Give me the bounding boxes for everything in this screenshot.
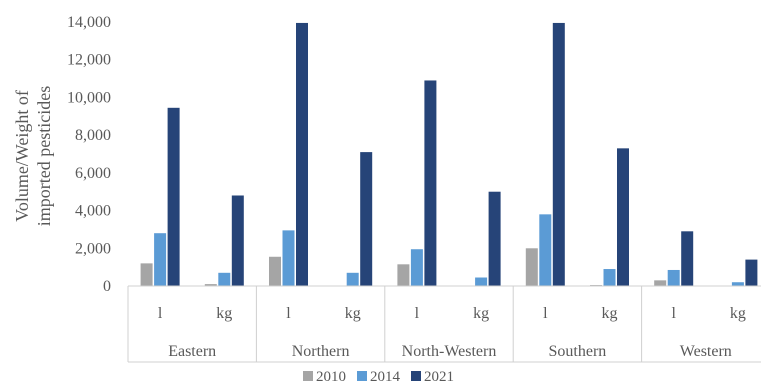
x-region-label: North-Western xyxy=(402,343,497,360)
bar-2021-North-Western-l xyxy=(424,80,437,287)
bar-2014-Eastern-l xyxy=(154,233,167,286)
bar-2021-Southern-kg xyxy=(617,148,629,286)
bar-2014-North-Western-l xyxy=(410,249,423,286)
x-region-label: Northern xyxy=(292,343,350,360)
legend-swatch-2014 xyxy=(357,371,367,381)
y-axis-ticks: 0 2,000 4,000 6,000 8,000 10,000 12,000 14,000 xyxy=(67,14,111,295)
y-axis-label-line: Volume/Weight of xyxy=(12,90,32,222)
legend: 2010 2014 2021 xyxy=(303,369,454,385)
bar-2014-Northern-kg xyxy=(346,272,359,286)
x-unit-label: l xyxy=(671,305,676,322)
bar-2021-Western-kg xyxy=(745,259,758,286)
x-unit-label: l xyxy=(543,305,548,322)
y-tick-label: 8,000 xyxy=(75,127,111,144)
x-region-label: Western xyxy=(680,343,732,360)
bar-2014-Eastern-kg xyxy=(218,272,231,286)
x-unit-label: kg xyxy=(730,305,746,322)
y-tick-label: 4,000 xyxy=(75,203,111,220)
bar-2021-Southern-l xyxy=(552,22,565,286)
legend-label-2021: 2021 xyxy=(424,369,454,385)
bar-2010-Southern-l xyxy=(525,248,538,286)
bar-2014-Southern-l xyxy=(539,214,552,286)
bar-2021-North-Western-kg xyxy=(488,191,501,286)
legend-swatch-2021 xyxy=(411,371,421,381)
x-axis: l kg Eastern l kg Northern l kg North-Western l kg… xyxy=(127,285,761,363)
bar-2014-North-Western-kg xyxy=(475,277,488,286)
y-axis-label-line: imported pesticides xyxy=(34,86,54,226)
bar-2010-Eastern-kg xyxy=(204,284,217,286)
bar-2021-Eastern-kg xyxy=(231,195,244,286)
x-region-label: Eastern xyxy=(168,343,216,360)
legend-label-2014: 2014 xyxy=(370,369,401,385)
x-region-label: Southern xyxy=(549,343,607,360)
bar-2014-Western-kg xyxy=(731,282,744,286)
x-unit-label: l xyxy=(158,305,163,322)
y-tick-label: 14,000 xyxy=(67,14,111,31)
y-axis-label: Volume/Weight of imported pesticides xyxy=(12,86,54,226)
bar-2010-North-Western-l xyxy=(397,264,410,286)
y-tick-label: 6,000 xyxy=(75,165,111,182)
bar-2010-Eastern-l xyxy=(140,263,153,286)
x-unit-label: kg xyxy=(473,305,489,322)
bars xyxy=(140,22,758,287)
bar-2021-Eastern-l xyxy=(167,107,180,286)
x-unit-label: l xyxy=(286,305,291,322)
legend-swatch-2010 xyxy=(303,371,313,381)
bar-2014-Northern-l xyxy=(282,230,295,286)
bar-2021-Northern-l xyxy=(296,22,308,286)
bar-2021-Western-l xyxy=(681,231,694,286)
y-tick-label: 10,000 xyxy=(67,89,111,106)
x-unit-label: kg xyxy=(602,305,618,322)
x-unit-label: kg xyxy=(345,305,361,322)
bar-2014-Western-l xyxy=(667,269,680,286)
bar-2014-Southern-kg xyxy=(603,269,616,286)
y-tick-label: 0 xyxy=(103,278,111,295)
bar-2010-Western-l xyxy=(654,280,667,286)
bar-2021-Northern-kg xyxy=(360,152,373,286)
legend-label-2010: 2010 xyxy=(316,369,346,385)
y-tick-label: 12,000 xyxy=(67,52,111,69)
x-unit-label: kg xyxy=(216,305,232,322)
bar-2010-Northern-l xyxy=(269,256,281,286)
y-tick-label: 2,000 xyxy=(75,240,111,257)
x-unit-label: l xyxy=(415,305,420,322)
